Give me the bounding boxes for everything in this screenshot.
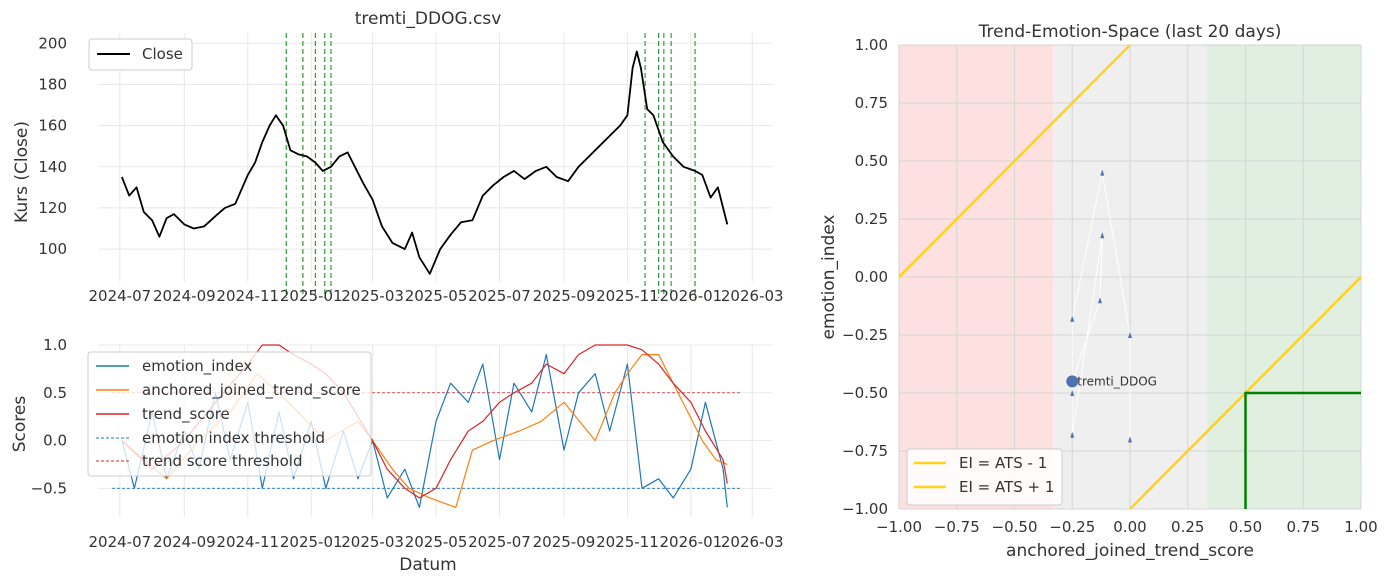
y-axis-label: Scores <box>10 396 30 453</box>
y-tick-label: 140 <box>38 158 67 176</box>
x-tick-label: 2025-07 <box>468 287 531 305</box>
series-line-close <box>121 50 729 275</box>
legend-entry-emotion-index-threshold: emotion index threshold <box>142 429 325 447</box>
target-zone-box <box>1244 391 1361 509</box>
chart-title: tremti_DDOG.csv <box>355 9 502 29</box>
x-tick-label: 2026-01 <box>660 287 723 305</box>
legend-entry-ei-ats-minus: EI = ATS - 1 <box>959 454 1047 472</box>
trajectory-arrow <box>1128 436 1132 443</box>
x-tick-label: −0.75 <box>934 518 980 536</box>
x-tick-label: 2025-09 <box>533 533 596 551</box>
x-tick-label: 2025-09 <box>533 287 596 305</box>
x-tick-label: 2024-09 <box>153 533 216 551</box>
x-tick-label: 0.75 <box>1287 518 1320 536</box>
x-tick-label: 2026-03 <box>721 287 784 305</box>
y-tick-label: 160 <box>38 117 67 135</box>
y-tick-label: 1.0 <box>43 336 67 354</box>
y-tick-label: 0.0 <box>43 432 67 450</box>
y-tick-label: −1.00 <box>842 500 888 518</box>
x-tick-label: 0.25 <box>1171 518 1204 536</box>
y-tick-label: 0.75 <box>855 94 888 112</box>
y-tick-label: 1.00 <box>855 36 888 54</box>
x-tick-label: 0.00 <box>1113 518 1146 536</box>
x-tick-label: −0.25 <box>1049 518 1095 536</box>
y-tick-label: 0.00 <box>855 268 888 286</box>
trajectory-arrow <box>1097 297 1102 304</box>
y-tick-label: −0.5 <box>31 479 67 497</box>
scores-chart: Scores Datum 2024-07 2024-09 2024-11 2025-0… <box>10 336 784 575</box>
x-tick-label: 2024-09 <box>153 287 216 305</box>
x-axis-label: Datum <box>399 555 457 575</box>
x-tick-label: 2025-01 <box>280 287 343 305</box>
reference-line-ei-ats-1 <box>898 44 1131 278</box>
legend: EI = ATS - 1 EI = ATS + 1 <box>906 448 1063 506</box>
trend-emotion-space-chart: Trend-Emotion-Space (last 20 days) emoti… <box>819 22 1378 561</box>
close-price-chart: tremti_DDOG.csv Kurs (Close) 2024-07 2024… <box>12 9 784 305</box>
x-tick-label: 0.50 <box>1229 518 1262 536</box>
trajectory-arrow <box>1070 431 1075 438</box>
legend-entry-anchored-joined-trend-score: anchored_joined_trend_score <box>142 381 361 400</box>
x-tick-label: 2024-11 <box>216 287 279 305</box>
legend-entry-emotion-index: emotion_index <box>142 357 252 376</box>
chart-title: Trend-Emotion-Space (last 20 days) <box>978 22 1282 42</box>
y-tick-label: 180 <box>38 75 67 93</box>
trajectory-arrow <box>1100 232 1105 239</box>
legend-entry-close: Close <box>142 45 183 63</box>
x-axis-label: anchored_joined_trend_score <box>1006 541 1254 561</box>
x-tick-label: 2026-01 <box>660 533 723 551</box>
y-tick-label: −0.50 <box>842 384 888 402</box>
legend: emotion_index anchored_joined_trend_scor… <box>87 351 372 477</box>
y-tick-label: 120 <box>38 199 67 217</box>
x-tick-label: 2024-07 <box>88 533 151 551</box>
x-tick-label: 2025-11 <box>596 287 659 305</box>
y-tick-label: 100 <box>38 240 67 258</box>
y-tick-label: 0.50 <box>855 152 888 170</box>
x-tick-label: 2025-05 <box>405 287 468 305</box>
trajectory-arrow <box>1070 315 1075 322</box>
x-tick-label: 2024-11 <box>216 533 279 551</box>
y-tick-label: −0.25 <box>842 326 888 344</box>
x-tick-label: −0.50 <box>992 518 1038 536</box>
trajectory-arrow <box>1100 169 1105 176</box>
legend: Close <box>88 38 193 71</box>
legend-entry-trend-score: trend_score <box>142 405 230 424</box>
y-tick-label: 200 <box>38 34 67 52</box>
x-tick-label: 2025-03 <box>341 533 404 551</box>
x-tick-label: −1.00 <box>876 518 922 536</box>
x-tick-label: 2025-11 <box>596 533 659 551</box>
trajectory-arrow <box>1128 332 1132 338</box>
legend-box <box>88 38 193 71</box>
y-axis-label: emotion_index <box>819 215 839 340</box>
x-tick-label: 2024-07 <box>88 287 151 305</box>
trajectory-arrow <box>1070 390 1075 396</box>
x-tick-label: 2025-03 <box>341 287 404 305</box>
x-tick-label: 2025-05 <box>405 533 468 551</box>
current-point <box>1066 375 1079 388</box>
y-tick-label: 0.5 <box>43 384 67 402</box>
y-axis-label: Kurs (Close) <box>12 121 32 223</box>
current-point-label: tremti_DDOG <box>1077 374 1157 388</box>
legend-entry-ei-ats-plus: EI = ATS + 1 <box>959 478 1054 496</box>
x-tick-label: 2026-03 <box>721 533 784 551</box>
x-tick-label: 1.00 <box>1344 518 1377 536</box>
y-tick-label: −0.75 <box>842 442 888 460</box>
series-line-trend-score <box>121 344 728 499</box>
legend-entry-trend-score-threshold: trend score threshold <box>142 452 302 470</box>
legend-box <box>87 351 372 477</box>
y-tick-label: 0.25 <box>855 210 888 228</box>
x-tick-label: 2025-01 <box>280 533 343 551</box>
x-tick-label: 2025-07 <box>468 533 531 551</box>
